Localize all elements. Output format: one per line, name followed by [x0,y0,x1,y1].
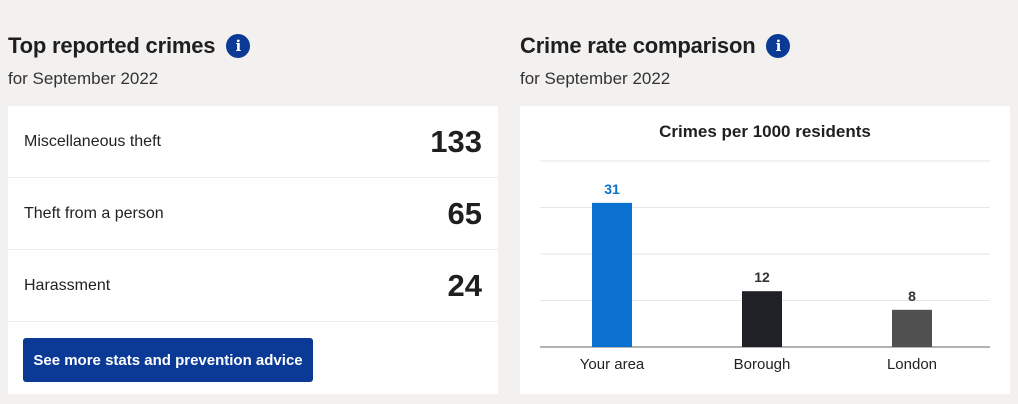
crime-label: Theft from a person [24,204,164,222]
top-crimes-heading-row: Top reported crimes i [8,33,251,59]
top-crimes-subtitle: for September 2022 [8,69,159,88]
bar-your-area [592,202,632,347]
comparison-subtitle: for September 2022 [520,69,671,88]
chart-title: Crimes per 1000 residents [659,122,871,141]
chart-card: Crimes per 1000 residents 31 Your area 12 B… [520,106,1010,394]
comparison-title: Crime rate comparison [520,33,756,58]
crime-row: Harassment 24 [8,250,498,322]
info-icon[interactable]: i [226,34,251,58]
info-icon[interactable]: i [766,34,791,58]
crime-label: Harassment [24,276,111,294]
bar-chart: 31 Your area 12 Borough 8 London [540,160,990,373]
crime-count: 133 [430,123,482,159]
x-tick-label: Borough [734,356,791,373]
top-crimes-title: Top reported crimes [8,33,216,58]
bar-value-label: 8 [908,288,916,304]
crime-label: Miscellaneous theft [24,132,161,150]
crime-count: 24 [447,267,482,303]
comparison-heading-row: Crime rate comparison i [520,33,791,59]
bar-london [892,309,932,347]
x-tick-label: London [887,356,937,373]
x-tick-label: Your area [580,356,645,373]
top-crimes-card: Miscellaneous theft 133 Theft from a per… [8,106,498,394]
crime-count: 65 [447,195,482,231]
crime-row: Theft from a person 65 [8,178,498,250]
bar-value-label: 12 [754,269,770,285]
bar-value-label: 31 [604,181,620,197]
see-more-stats-button[interactable]: See more stats and prevention advice [23,338,313,382]
bar-borough [742,291,782,347]
crime-row: Miscellaneous theft 133 [8,106,498,178]
